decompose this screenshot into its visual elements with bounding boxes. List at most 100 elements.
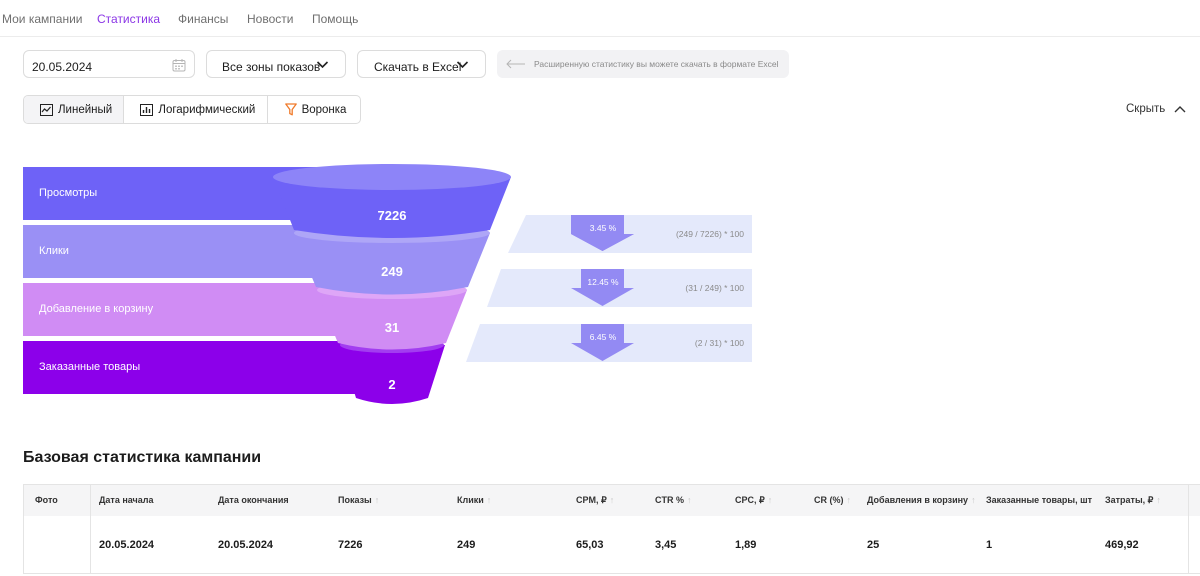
col-label: CPC, ₽	[735, 495, 765, 505]
col-label: Показы	[338, 495, 372, 505]
col-label: Затраты, ₽	[1105, 495, 1154, 505]
sort-icon: ↑	[767, 495, 773, 505]
conversion-arrow	[571, 324, 634, 361]
col-clicks[interactable]: Клики ↑	[457, 495, 491, 505]
excel-download-label: Скачать в Excel	[374, 60, 462, 74]
col-label: Клики	[457, 495, 484, 505]
date-value: 20.05.2024	[32, 60, 93, 74]
funnel-icon	[284, 103, 297, 116]
nav-news[interactable]: Новости	[247, 12, 294, 26]
col-photo: Фото	[35, 495, 58, 505]
funnel-stage-label: Добавление в корзину	[39, 303, 154, 315]
funnel-stage-orders: Заказанные товары	[23, 341, 373, 394]
col-start-date[interactable]: Дата начала	[99, 495, 154, 505]
view-funnel-button[interactable]: Воронка	[268, 96, 360, 123]
cell-impressions: 7226	[338, 539, 363, 551]
conversion-formula: (249 / 7226) * 100	[675, 229, 744, 239]
funnel-stage-label: Клики	[39, 245, 69, 257]
view-linear-label: Линейный	[58, 103, 113, 116]
excel-download-dropdown[interactable]: Скачать в Excel	[357, 50, 486, 78]
funnel-stage-cart: Добавление в корзину	[23, 283, 373, 336]
zones-dropdown-label: Все зоны показов	[222, 60, 321, 74]
stats-table-header: Фото Дата начала Дата окончания Показы ↑ …	[23, 484, 1200, 516]
excel-hint: Расширенную статистику вы можете скачать…	[497, 50, 789, 78]
chevron-down-icon	[456, 61, 469, 69]
sort-icon: ↑	[971, 495, 976, 505]
col-cpc[interactable]: CPC, ₽ ↑	[735, 495, 772, 506]
col-label: CR (%)	[814, 495, 844, 505]
sort-icon: ↑	[609, 495, 615, 505]
funnel-layer-cart	[316, 290, 467, 350]
nav-statistics[interactable]: Статистика	[97, 12, 161, 26]
funnel-layer-views-top	[273, 164, 511, 190]
zones-dropdown[interactable]: Все зоны показов	[206, 50, 346, 78]
col-costs[interactable]: Затраты, ₽ ↑	[1105, 495, 1161, 506]
conversion-formula: (31 / 249) * 100	[685, 283, 744, 293]
date-picker[interactable]: 20.05.2024	[23, 50, 195, 78]
cell-ctr: 3,45	[655, 539, 677, 551]
view-linear-button[interactable]: Линейный	[24, 96, 125, 123]
col-label: CTR %	[655, 495, 684, 505]
cell-clicks: 249	[457, 539, 476, 551]
cell-cpc: 1,89	[735, 539, 757, 551]
funnel-stage-label: Просмотры	[39, 187, 98, 199]
nav-finance[interactable]: Финансы	[178, 12, 229, 26]
col-cr[interactable]: CR (%) ↑	[814, 495, 851, 505]
chevron-up-icon	[1174, 106, 1186, 113]
conversion-arrow	[571, 269, 634, 306]
col-impressions[interactable]: Показы ↑	[338, 495, 379, 505]
conversion-pct: 3.45 %	[589, 223, 617, 233]
col-label: Дата окончания	[218, 495, 289, 505]
cell-start-date: 20.05.2024	[99, 539, 155, 551]
col-end-date[interactable]: Дата окончания	[218, 495, 289, 505]
view-log-button[interactable]: Логарифмический	[124, 96, 268, 123]
cell-end-date: 20.05.2024	[218, 539, 274, 551]
col-add-to-cart[interactable]: Добавления в корзину ↑	[867, 495, 976, 505]
funnel-layer-views	[273, 177, 511, 238]
hide-toggle[interactable]: Скрыть	[1126, 103, 1186, 115]
hide-label: Скрыть	[1126, 103, 1166, 115]
excel-hint-text: Расширенную статистику вы можете скачать…	[534, 59, 779, 69]
nav-my-campaigns[interactable]: Мои кампании	[2, 12, 83, 26]
cell-costs: 469,92	[1105, 539, 1139, 551]
column-divider	[1188, 485, 1189, 516]
funnel-value-cart: 31	[384, 320, 400, 335]
col-ordered-items[interactable]: Заказанные товары, шт	[986, 495, 1092, 505]
top-nav: Мои кампании Статистика Финансы Новости …	[0, 0, 1200, 37]
calendar-icon	[172, 59, 186, 72]
col-label: Добавления в корзину	[867, 495, 969, 505]
col-ctr[interactable]: CTR % ↑	[655, 495, 692, 505]
view-funnel-label: Воронка	[301, 103, 347, 116]
col-label: Фото	[35, 495, 58, 505]
sort-icon: ↑	[486, 495, 492, 505]
col-cpm[interactable]: CPM, ₽ ↑	[576, 495, 614, 506]
cell-cpm: 65,03	[576, 539, 604, 551]
conversion-pct: 6.45 %	[589, 332, 617, 342]
arrow-left-icon	[506, 59, 525, 69]
column-divider	[1188, 515, 1189, 573]
sort-icon: ↑	[1156, 495, 1161, 505]
conversion-formula: (2 / 31) * 100	[694, 338, 744, 348]
col-label: CPM, ₽	[576, 495, 607, 505]
cell-add-to-cart: 25	[867, 539, 880, 551]
sort-icon: ↑	[374, 495, 380, 505]
line-chart-icon	[40, 103, 53, 116]
col-label: Дата начала	[99, 495, 154, 505]
funnel-value-views: 7226	[377, 208, 407, 223]
bar-chart-icon	[140, 103, 154, 116]
chevron-down-icon	[316, 61, 329, 69]
funnel-layer-clicks	[293, 233, 490, 295]
conversion-pct: 12.45 %	[587, 277, 619, 287]
photo-column-divider	[90, 484, 91, 573]
nav-help[interactable]: Помощь	[312, 12, 359, 26]
table-row: 20.05.2024 20.05.2024 7226 249 65,03 3,4…	[23, 515, 1200, 574]
view-mode-switch: Линейный Логарифмический Воронка	[23, 95, 361, 124]
funnel-stage-label: Заказанные товары	[39, 361, 141, 373]
col-label: Заказанные товары, шт	[986, 495, 1092, 505]
conversion-arrow	[571, 215, 634, 251]
funnel-value-clicks: 249	[381, 264, 403, 279]
funnel-layer-orders	[340, 345, 445, 404]
sort-icon: ↑	[846, 495, 852, 505]
sort-icon: ↑	[687, 495, 692, 505]
